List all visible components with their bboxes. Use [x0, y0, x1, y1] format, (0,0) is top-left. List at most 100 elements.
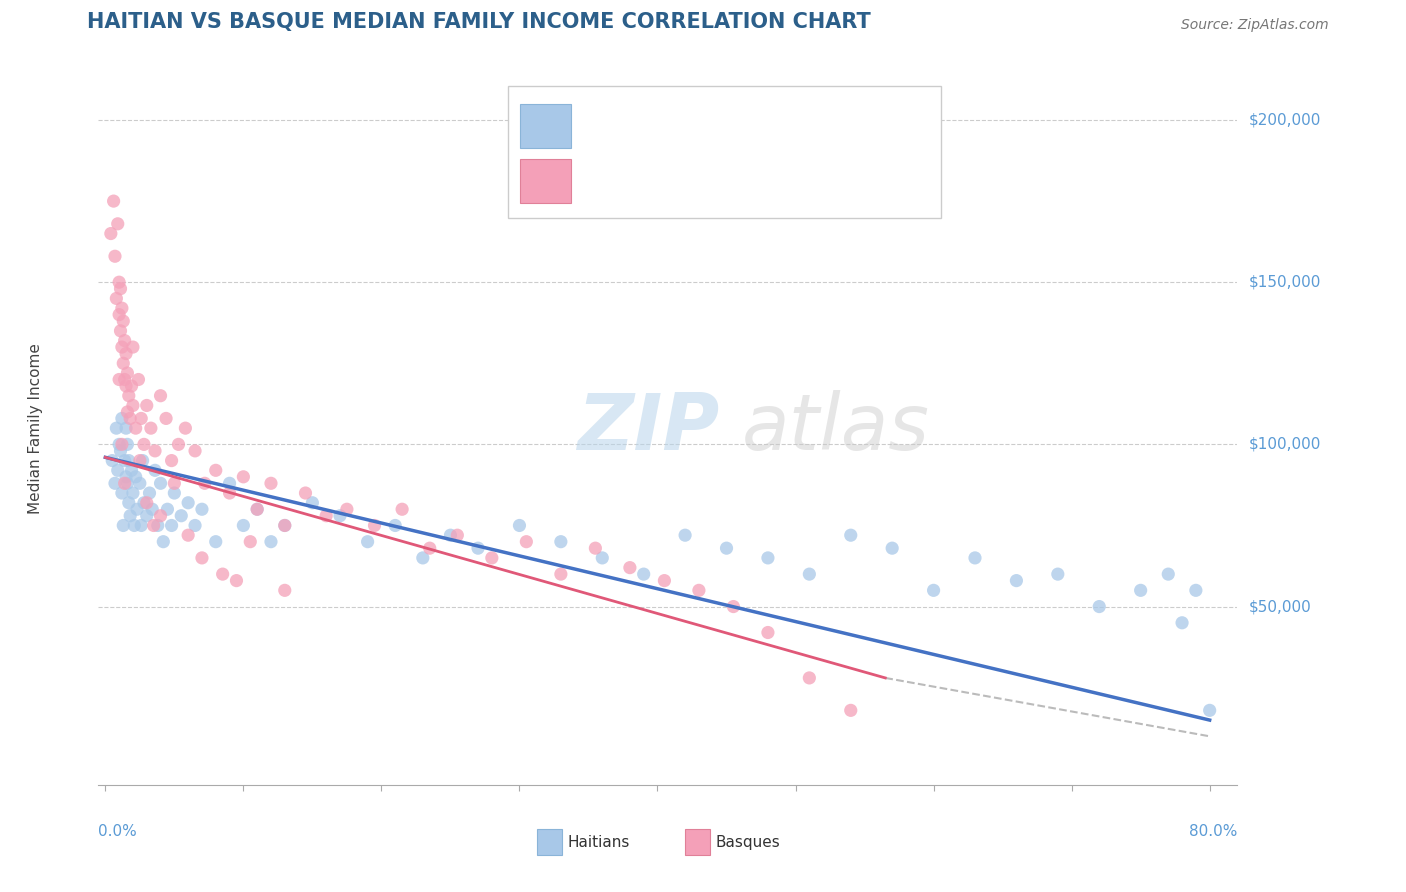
- Point: [756, 550, 779, 565]
- Point: [232, 518, 254, 533]
- Point: [160, 453, 183, 467]
- Point: [117, 476, 139, 491]
- Point: [191, 502, 214, 516]
- Point: [135, 496, 157, 510]
- Point: [125, 502, 148, 516]
- Point: [232, 470, 254, 484]
- Point: [112, 314, 135, 328]
- Point: [446, 528, 468, 542]
- Point: [167, 437, 190, 451]
- Point: [412, 550, 434, 565]
- Point: [515, 534, 537, 549]
- Point: [225, 574, 247, 588]
- Point: [135, 508, 157, 523]
- Point: [1171, 615, 1194, 630]
- Point: [121, 463, 143, 477]
- Point: [105, 292, 128, 306]
- Point: [716, 541, 738, 556]
- Text: 0.0%: 0.0%: [98, 824, 138, 838]
- Point: [1185, 583, 1208, 598]
- Point: [1157, 567, 1180, 582]
- Point: [118, 453, 141, 467]
- Point: [170, 508, 193, 523]
- Text: N = 76: N = 76: [742, 171, 800, 189]
- Point: [110, 282, 132, 296]
- Point: [218, 486, 240, 500]
- Point: [149, 476, 172, 491]
- Point: [481, 550, 503, 565]
- Point: [110, 324, 132, 338]
- Point: [138, 486, 160, 500]
- Point: [839, 528, 862, 542]
- Point: [688, 583, 710, 598]
- Point: [839, 703, 862, 717]
- Point: [194, 476, 217, 491]
- Point: [315, 508, 337, 523]
- Point: [108, 372, 131, 386]
- Point: [131, 453, 153, 467]
- FancyBboxPatch shape: [509, 86, 941, 218]
- Point: [105, 421, 128, 435]
- Point: [1046, 567, 1069, 582]
- Point: [260, 476, 283, 491]
- Text: R = -0.644: R = -0.644: [585, 116, 673, 134]
- Point: [882, 541, 904, 556]
- Point: [122, 486, 145, 500]
- Point: [118, 496, 141, 510]
- Point: [149, 389, 172, 403]
- Text: $200,000: $200,000: [1249, 112, 1320, 128]
- Point: [114, 372, 136, 386]
- Point: [111, 437, 134, 451]
- Text: $100,000: $100,000: [1249, 437, 1320, 452]
- Point: [274, 583, 297, 598]
- Point: [120, 411, 142, 425]
- Text: atlas: atlas: [742, 390, 929, 467]
- Point: [439, 528, 461, 542]
- Point: [135, 399, 157, 413]
- Point: [101, 453, 124, 467]
- Point: [122, 340, 145, 354]
- Point: [112, 518, 135, 533]
- Point: [132, 437, 155, 451]
- Point: [363, 518, 385, 533]
- Text: Haitians: Haitians: [568, 835, 630, 849]
- Point: [654, 574, 676, 588]
- Point: [125, 421, 148, 435]
- Point: [301, 496, 323, 510]
- Point: [260, 534, 283, 549]
- Point: [246, 502, 269, 516]
- FancyBboxPatch shape: [520, 159, 571, 203]
- Point: [112, 356, 135, 370]
- Point: [129, 411, 152, 425]
- Point: [111, 340, 134, 354]
- Point: [152, 534, 174, 549]
- Point: [108, 275, 131, 289]
- Point: [149, 508, 172, 523]
- Point: [336, 502, 359, 516]
- Point: [218, 476, 240, 491]
- Text: Median Family Income: Median Family Income: [28, 343, 44, 514]
- Point: [204, 534, 226, 549]
- Point: [108, 308, 131, 322]
- Point: [142, 518, 165, 533]
- FancyBboxPatch shape: [520, 104, 571, 148]
- Point: [356, 534, 378, 549]
- Point: [111, 411, 134, 425]
- Point: [115, 470, 138, 484]
- Point: [114, 476, 136, 491]
- Point: [117, 437, 139, 451]
- Point: [104, 249, 127, 263]
- Point: [143, 443, 166, 458]
- Point: [1198, 703, 1220, 717]
- FancyBboxPatch shape: [537, 830, 562, 855]
- Point: [114, 453, 136, 467]
- Point: [146, 518, 169, 533]
- Text: R = -0.394: R = -0.394: [585, 171, 673, 189]
- Point: [963, 550, 986, 565]
- Point: [114, 334, 136, 348]
- Point: [163, 486, 186, 500]
- Point: [799, 567, 821, 582]
- Text: N = 73: N = 73: [742, 116, 800, 134]
- Point: [121, 379, 143, 393]
- Point: [184, 518, 207, 533]
